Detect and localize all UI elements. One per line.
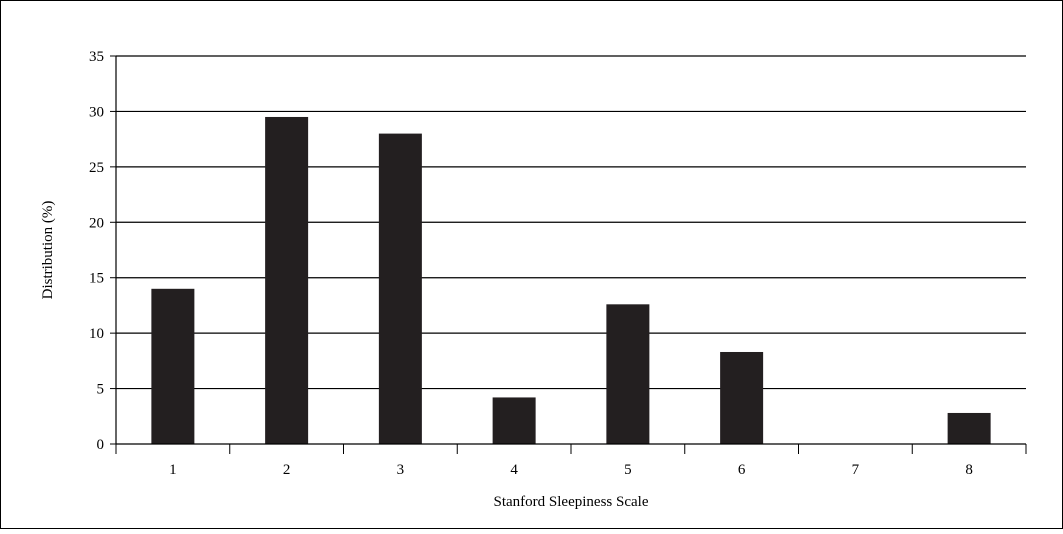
y-tick-label: 35 <box>89 49 104 65</box>
bar-2 <box>265 116 309 444</box>
y-tick-label: 10 <box>89 326 104 342</box>
x-tick-label: 7 <box>852 462 860 478</box>
x-tick-label: 8 <box>965 462 973 478</box>
x-tick-label: 4 <box>510 462 518 478</box>
x-tick-label: 5 <box>624 462 632 478</box>
y-tick-label: 30 <box>89 104 104 120</box>
bar-1 <box>151 288 195 444</box>
y-tick-label: 15 <box>89 271 104 287</box>
y-tick-label: 20 <box>89 215 104 231</box>
bar-3 <box>378 133 422 444</box>
y-tick-label: 25 <box>89 160 104 176</box>
y-tick-label: 5 <box>97 382 105 398</box>
axes <box>110 55 1027 454</box>
bar-6 <box>720 351 764 444</box>
x-tick-label: 1 <box>169 462 177 478</box>
y-axis-title: Distribution (%) <box>40 201 56 300</box>
bar-5 <box>606 304 650 444</box>
x-tick-label: 6 <box>738 462 746 478</box>
x-axis-title: Stanford Sleepiness Scale <box>494 494 649 510</box>
y-tick-label: 0 <box>97 437 105 453</box>
bar-8 <box>947 412 991 444</box>
bar-4 <box>492 397 536 444</box>
x-tick-label: 3 <box>397 462 405 478</box>
bars <box>151 116 991 444</box>
x-tick-label: 2 <box>283 462 291 478</box>
tick-labels: 0 5 10 15 20 25 30 35 1 2 3 4 5 6 7 8 <box>89 49 973 478</box>
